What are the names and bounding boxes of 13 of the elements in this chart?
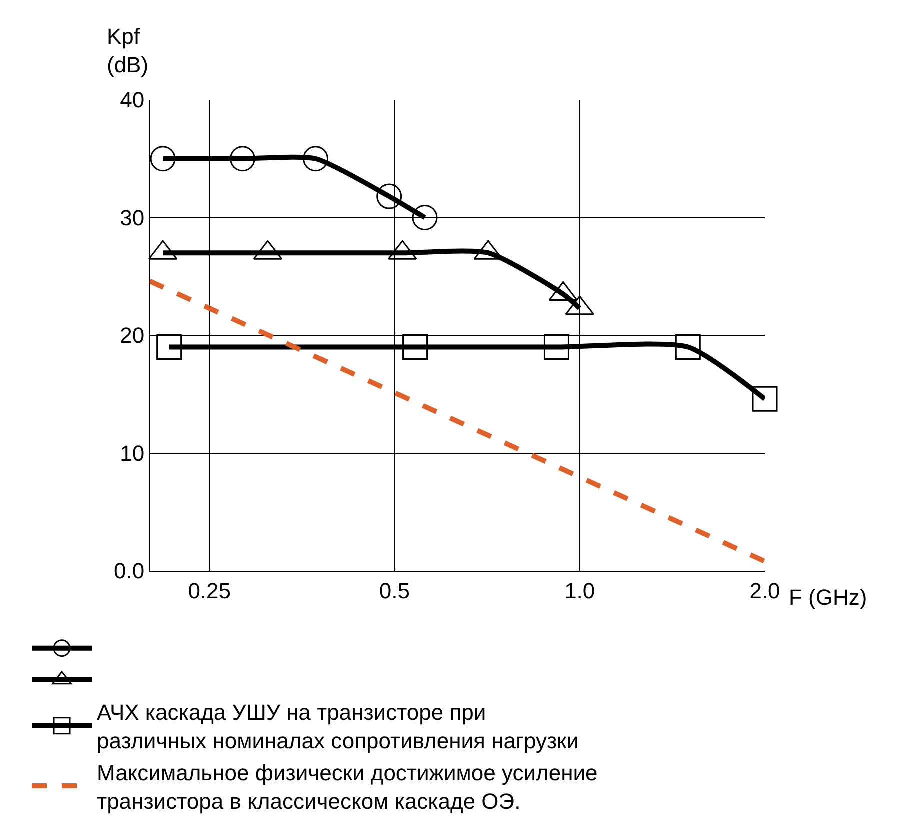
legend-label: АЧХ каскада УШУ на транзисторе при различных номиналах сопротивления нагрузки (97, 700, 579, 754)
y-tick-label: 40 (120, 88, 145, 113)
y-axis-title: Kpf (dB) (107, 24, 149, 78)
y-tick-label: 10 (120, 440, 145, 466)
y-tick-label: 20 (120, 323, 145, 348)
legend-label: Максимальное физически достижимое усиление транзистора в классическом каскаде ОЭ. (97, 760, 598, 814)
x-tick-label: 0.25 (188, 578, 232, 604)
x-tick-label: 1.0 (564, 578, 596, 604)
x-tick-label: 0.5 (379, 578, 410, 604)
y-tick-label: 0.0 (114, 558, 145, 584)
x-axis-title: F (GHz) (789, 585, 868, 610)
x-tick-label: 2.0 (750, 578, 780, 604)
y-tick-label: 30 (120, 205, 145, 230)
